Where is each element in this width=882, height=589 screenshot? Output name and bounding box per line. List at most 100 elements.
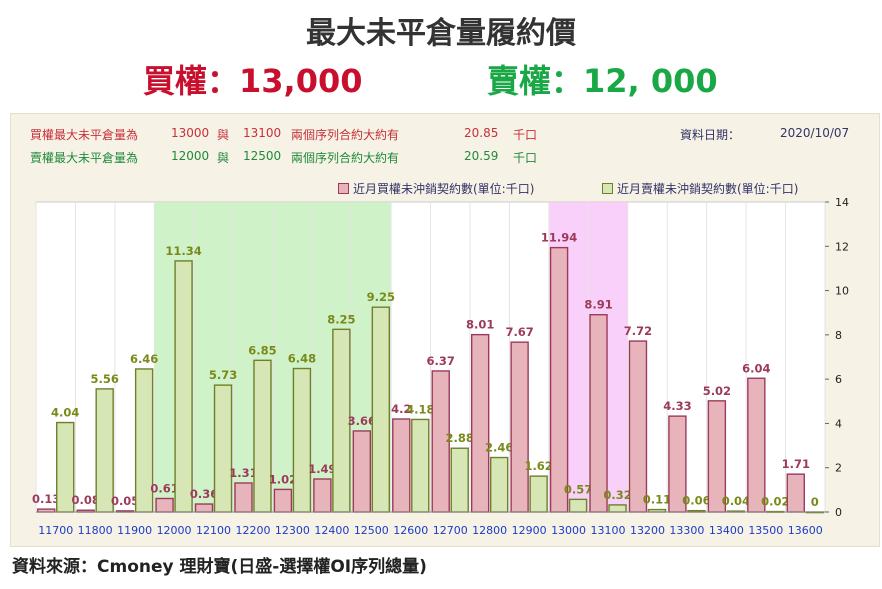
put-data-label: 0.02: [761, 495, 789, 509]
y-tick-label: 0: [835, 506, 842, 519]
call-data-label: 8.01: [466, 318, 494, 332]
put-bar: [292, 367, 312, 513]
date-label: 資料日期：: [680, 128, 741, 142]
x-tick-label: 13200: [630, 524, 665, 537]
call-bar: [549, 246, 569, 513]
put-bar: [253, 359, 272, 513]
call-data-label: 4.2: [391, 402, 411, 416]
y-tick-label: 4: [835, 417, 842, 430]
call-data-label: 0.13: [32, 492, 60, 506]
put-bar: [371, 306, 391, 513]
x-tick-label: 12100: [196, 524, 231, 537]
call-bar: [155, 497, 174, 513]
x-tick-label: 12700: [433, 524, 468, 537]
y-tick-label: 8: [835, 329, 842, 342]
put-info-conj: 與: [217, 151, 230, 165]
y-tick-label: 2: [835, 462, 842, 475]
put-bar: [411, 418, 430, 513]
put-data-label: 0.57: [564, 482, 592, 496]
put-data-label: 6.46: [130, 352, 158, 366]
call-max-strike: 買權：13,000: [143, 62, 363, 100]
call-bar: [589, 314, 608, 513]
x-tick-label: 12500: [354, 524, 389, 537]
put-max-strike: 賣權：12, 000: [487, 62, 718, 100]
call-data-label: 8.91: [584, 298, 612, 312]
put-data-label: 11.34: [165, 244, 201, 258]
x-tick-label: 13500: [748, 524, 783, 537]
call-bar: [747, 377, 766, 513]
call-data-label: 6.37: [427, 354, 455, 368]
put-data-label: 2.46: [485, 441, 513, 455]
call-bar: [234, 482, 253, 513]
source-note: 資料來源：Cmoney 理財寶(日盛-選擇權OI序列總量): [12, 557, 427, 577]
legend-call-label: 近月買權未沖銷契約數(單位:千口): [353, 182, 535, 196]
call-data-label: 4.33: [663, 399, 691, 413]
call-data-label: 11.94: [541, 231, 577, 245]
call-bar: [470, 333, 490, 513]
put-data-label: 2.88: [446, 431, 474, 445]
x-tick-label: 12200: [235, 524, 270, 537]
call-data-label: 5.02: [703, 384, 731, 398]
call-info-label: 買權最大未平倉量為: [30, 128, 139, 142]
call-info-unit: 千口: [513, 128, 538, 142]
put-data-label: 5.73: [209, 368, 237, 382]
put-data-label: 0.06: [682, 494, 710, 508]
put-data-label: 8.25: [327, 312, 355, 326]
call-data-label: 3.66: [348, 414, 376, 428]
x-tick-label: 12000: [157, 524, 192, 537]
legend-call-swatch: [338, 183, 349, 194]
date-value: 2020/10/07: [780, 126, 850, 140]
y-tick-label: 14: [835, 196, 849, 209]
call-data-label: 7.67: [505, 325, 533, 339]
call-info-strike-a: 13000: [171, 126, 210, 140]
x-tick-label: 13400: [709, 524, 744, 537]
call-data-label: 1.02: [269, 472, 297, 486]
put-data-label: 5.56: [90, 372, 118, 386]
call-bar: [392, 418, 411, 513]
call-info-conj: 與: [217, 128, 230, 142]
x-tick-label: 13600: [788, 524, 823, 537]
put-data-label: 6.48: [288, 352, 316, 366]
y-tick-label: 6: [835, 373, 842, 386]
x-tick-label: 12900: [512, 524, 547, 537]
call-info-value: 20.85: [464, 126, 499, 140]
put-bar: [529, 475, 548, 513]
put-info-strike-a: 12000: [171, 149, 210, 163]
call-info-desc: 兩個序列合約大約有: [291, 128, 400, 142]
call-data-label: 0.05: [111, 494, 139, 508]
put-info-unit: 千口: [513, 151, 538, 165]
call-info-strike-b: 13100: [243, 126, 282, 140]
call-data-label: 1.49: [308, 462, 336, 476]
put-data-label: 9.25: [367, 290, 395, 304]
legend-put-swatch: [602, 183, 613, 194]
x-tick-label: 11900: [117, 524, 152, 537]
put-bar: [568, 498, 588, 513]
put-bar: [608, 504, 627, 513]
put-info-desc: 兩個序列合約大約有: [291, 151, 400, 165]
y-tick-label: 10: [835, 285, 849, 298]
put-bar: [489, 456, 509, 513]
call-data-label: 6.04: [742, 361, 770, 375]
x-tick-label: 12400: [314, 524, 349, 537]
legend-put: 近月賣權未沖銷契約數(單位:千口): [602, 180, 798, 197]
x-tick-label: 11800: [78, 524, 113, 537]
call-data-label: 1.31: [229, 466, 257, 480]
legend-put-label: 近月賣權未沖銷契約數(單位:千口): [617, 182, 799, 196]
call-data-label: 7.72: [624, 324, 652, 338]
put-data-label: 6.85: [248, 343, 276, 357]
put-data-label: 0.32: [603, 488, 631, 502]
call-bar: [352, 430, 372, 513]
call-bar: [194, 503, 214, 513]
call-bar: [313, 478, 332, 513]
call-data-label: 0.36: [190, 487, 218, 501]
put-info-label: 賣權最大未平倉量為: [30, 151, 139, 165]
legend-call: 近月買權未沖銷契約數(單位:千口): [338, 180, 534, 197]
call-bar: [628, 340, 648, 513]
x-tick-label: 13100: [591, 524, 626, 537]
put-bar: [450, 447, 469, 513]
x-tick-label: 11700: [38, 524, 73, 537]
x-tick-label: 12600: [393, 524, 428, 537]
y-tick-label: 12: [835, 240, 849, 253]
call-bar: [510, 341, 529, 513]
